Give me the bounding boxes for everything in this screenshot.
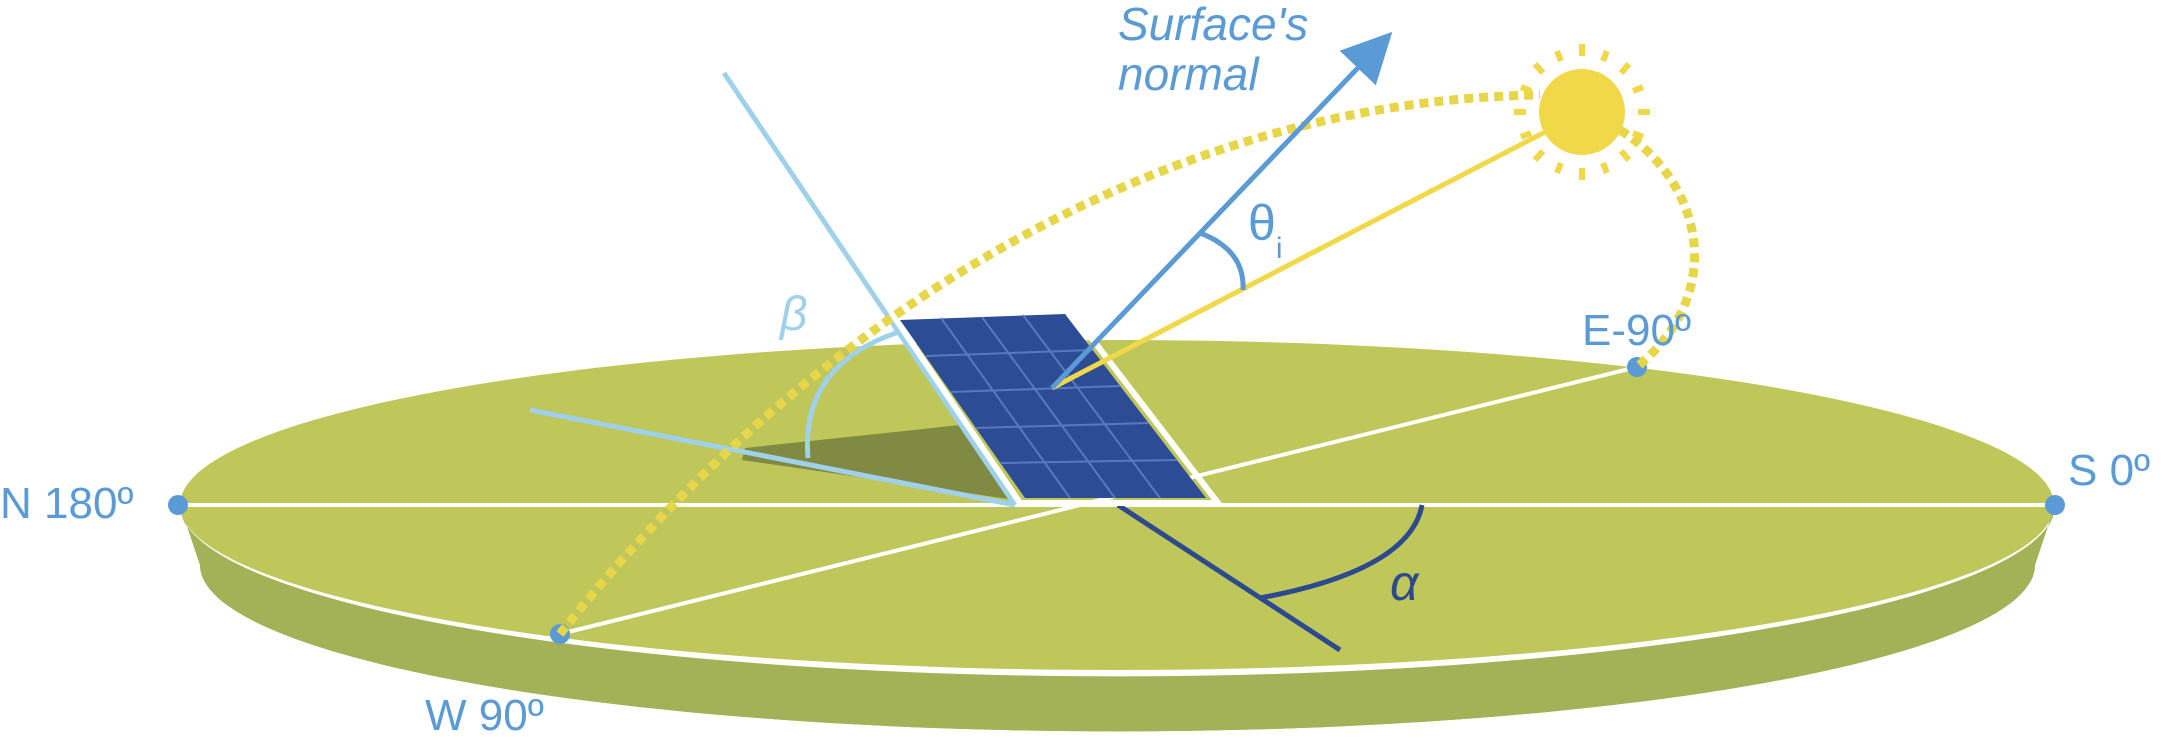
solar-panel bbox=[900, 314, 1206, 498]
azimuth-line bbox=[1116, 502, 1342, 653]
theta-arc bbox=[1199, 230, 1246, 291]
solar-panel-grid bbox=[925, 314, 1178, 499]
east-label: E-90º bbox=[1582, 306, 1691, 355]
tilt-panel-line bbox=[721, 71, 1018, 507]
normal-label-line1: Surface's bbox=[1118, 0, 1308, 50]
beta-label: β bbox=[778, 288, 807, 341]
south-label: S 0º bbox=[2068, 446, 2150, 495]
sun-ray bbox=[1050, 129, 1547, 391]
north-dot bbox=[168, 495, 188, 515]
beta-arc bbox=[804, 327, 906, 459]
sun-path-east bbox=[1617, 126, 1700, 371]
sun-path bbox=[556, 90, 1541, 637]
panel-shadow bbox=[742, 425, 1015, 500]
tilt-ground-line bbox=[529, 407, 1016, 508]
sun-icon bbox=[1514, 44, 1650, 180]
south-dot bbox=[2045, 495, 2065, 515]
west-label: W 90º bbox=[425, 691, 544, 738]
surface-normal-arrow bbox=[1050, 31, 1393, 390]
alpha-arc bbox=[1259, 504, 1425, 601]
alpha-label: α bbox=[1390, 555, 1420, 611]
normal-label-line2: normal bbox=[1118, 48, 1260, 100]
ground-disc-side-lower bbox=[180, 505, 2055, 732]
solar-panel-border bbox=[889, 306, 1225, 506]
theta-label: θi bbox=[1248, 195, 1282, 265]
north-label: N 180º bbox=[0, 479, 133, 528]
